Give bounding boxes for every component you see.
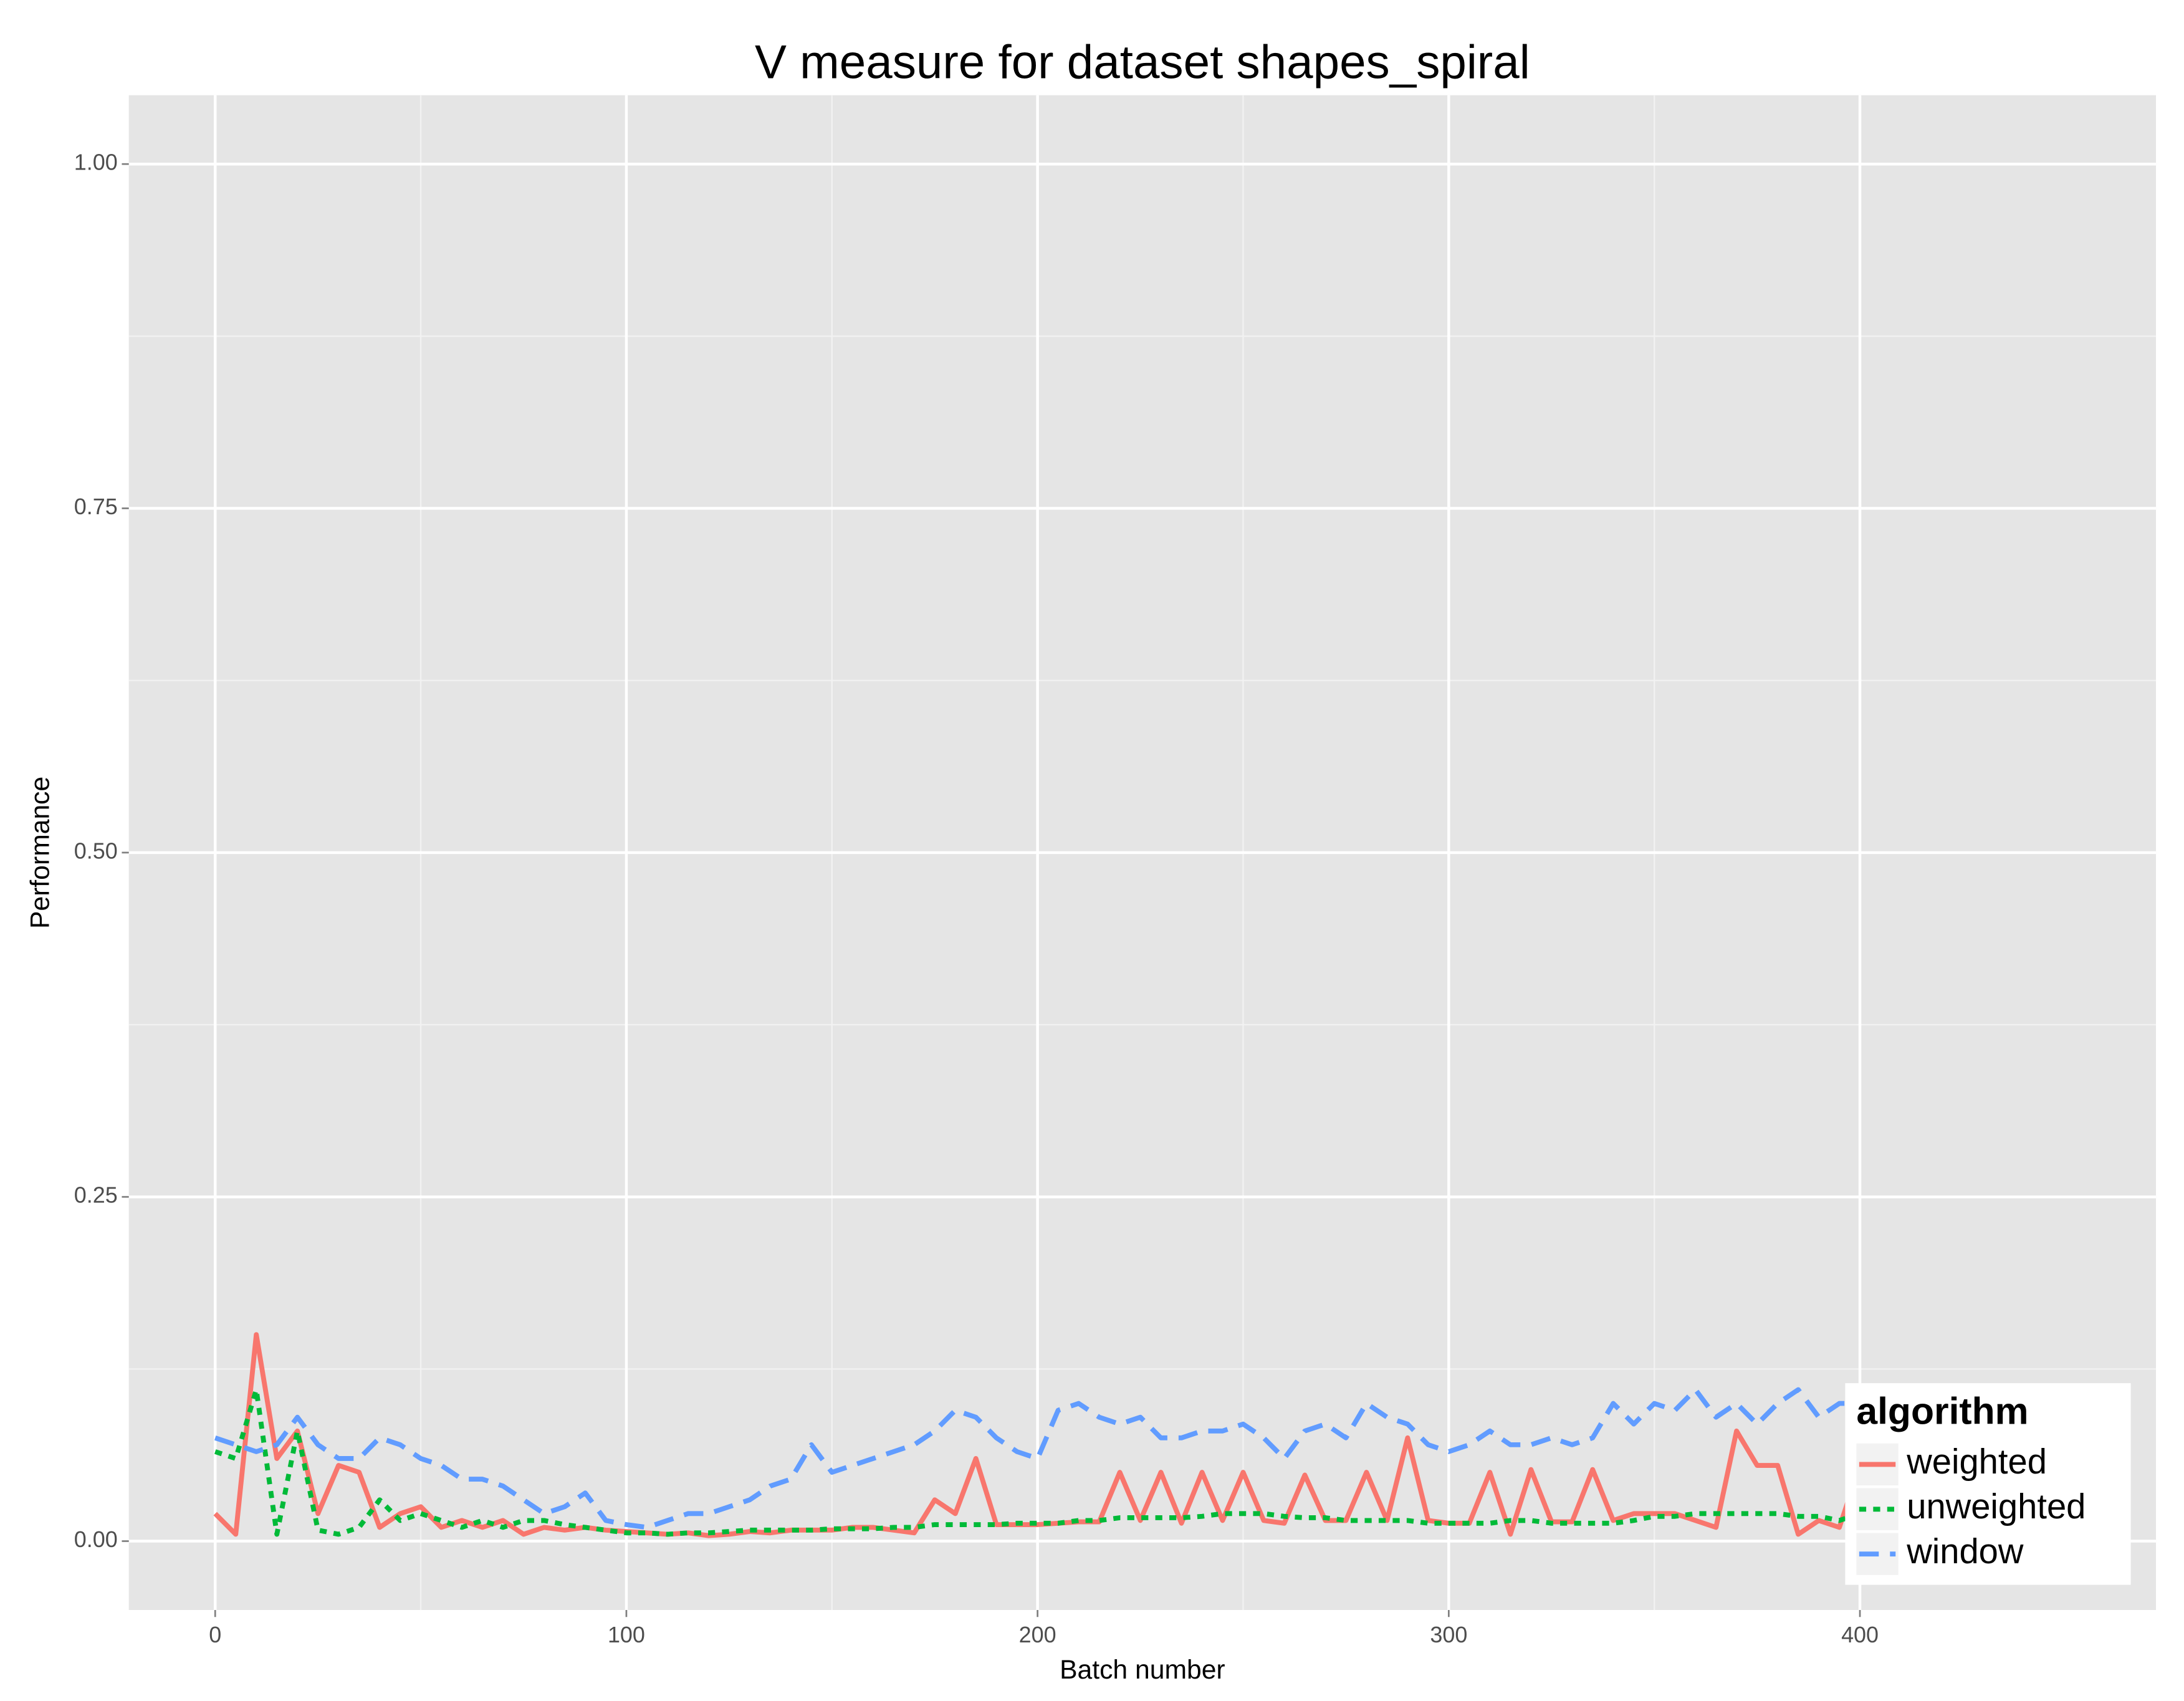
x-tick-label: 0: [209, 1622, 221, 1647]
y-tick-label: 0.25: [74, 1182, 118, 1208]
y-tick-label: 0.75: [74, 494, 118, 519]
legend: algorithm weighted unweighted window: [1845, 1383, 2131, 1585]
x-tick-label: 200: [1019, 1622, 1056, 1647]
x-tick-label: 300: [1430, 1622, 1467, 1647]
legend-label: window: [1906, 1531, 2024, 1571]
data-line: [214, 1387, 1861, 1537]
x-tick-label: 100: [608, 1622, 645, 1647]
legend-label: unweighted: [1907, 1487, 2086, 1526]
x-axis-label: Batch number: [1060, 1655, 1225, 1685]
y-tick-label: 1.00: [74, 150, 118, 175]
legend-title: algorithm: [1856, 1390, 2028, 1432]
legend-label: weighted: [1906, 1442, 2047, 1481]
y-tick-label: 0.50: [74, 838, 118, 863]
y-axis-label: Performance: [26, 777, 55, 929]
x-tick-label: 400: [1841, 1622, 1879, 1647]
chart-title: V measure for dataset shapes_spiral: [755, 36, 1530, 89]
y-tick-label: 0.00: [74, 1526, 118, 1552]
